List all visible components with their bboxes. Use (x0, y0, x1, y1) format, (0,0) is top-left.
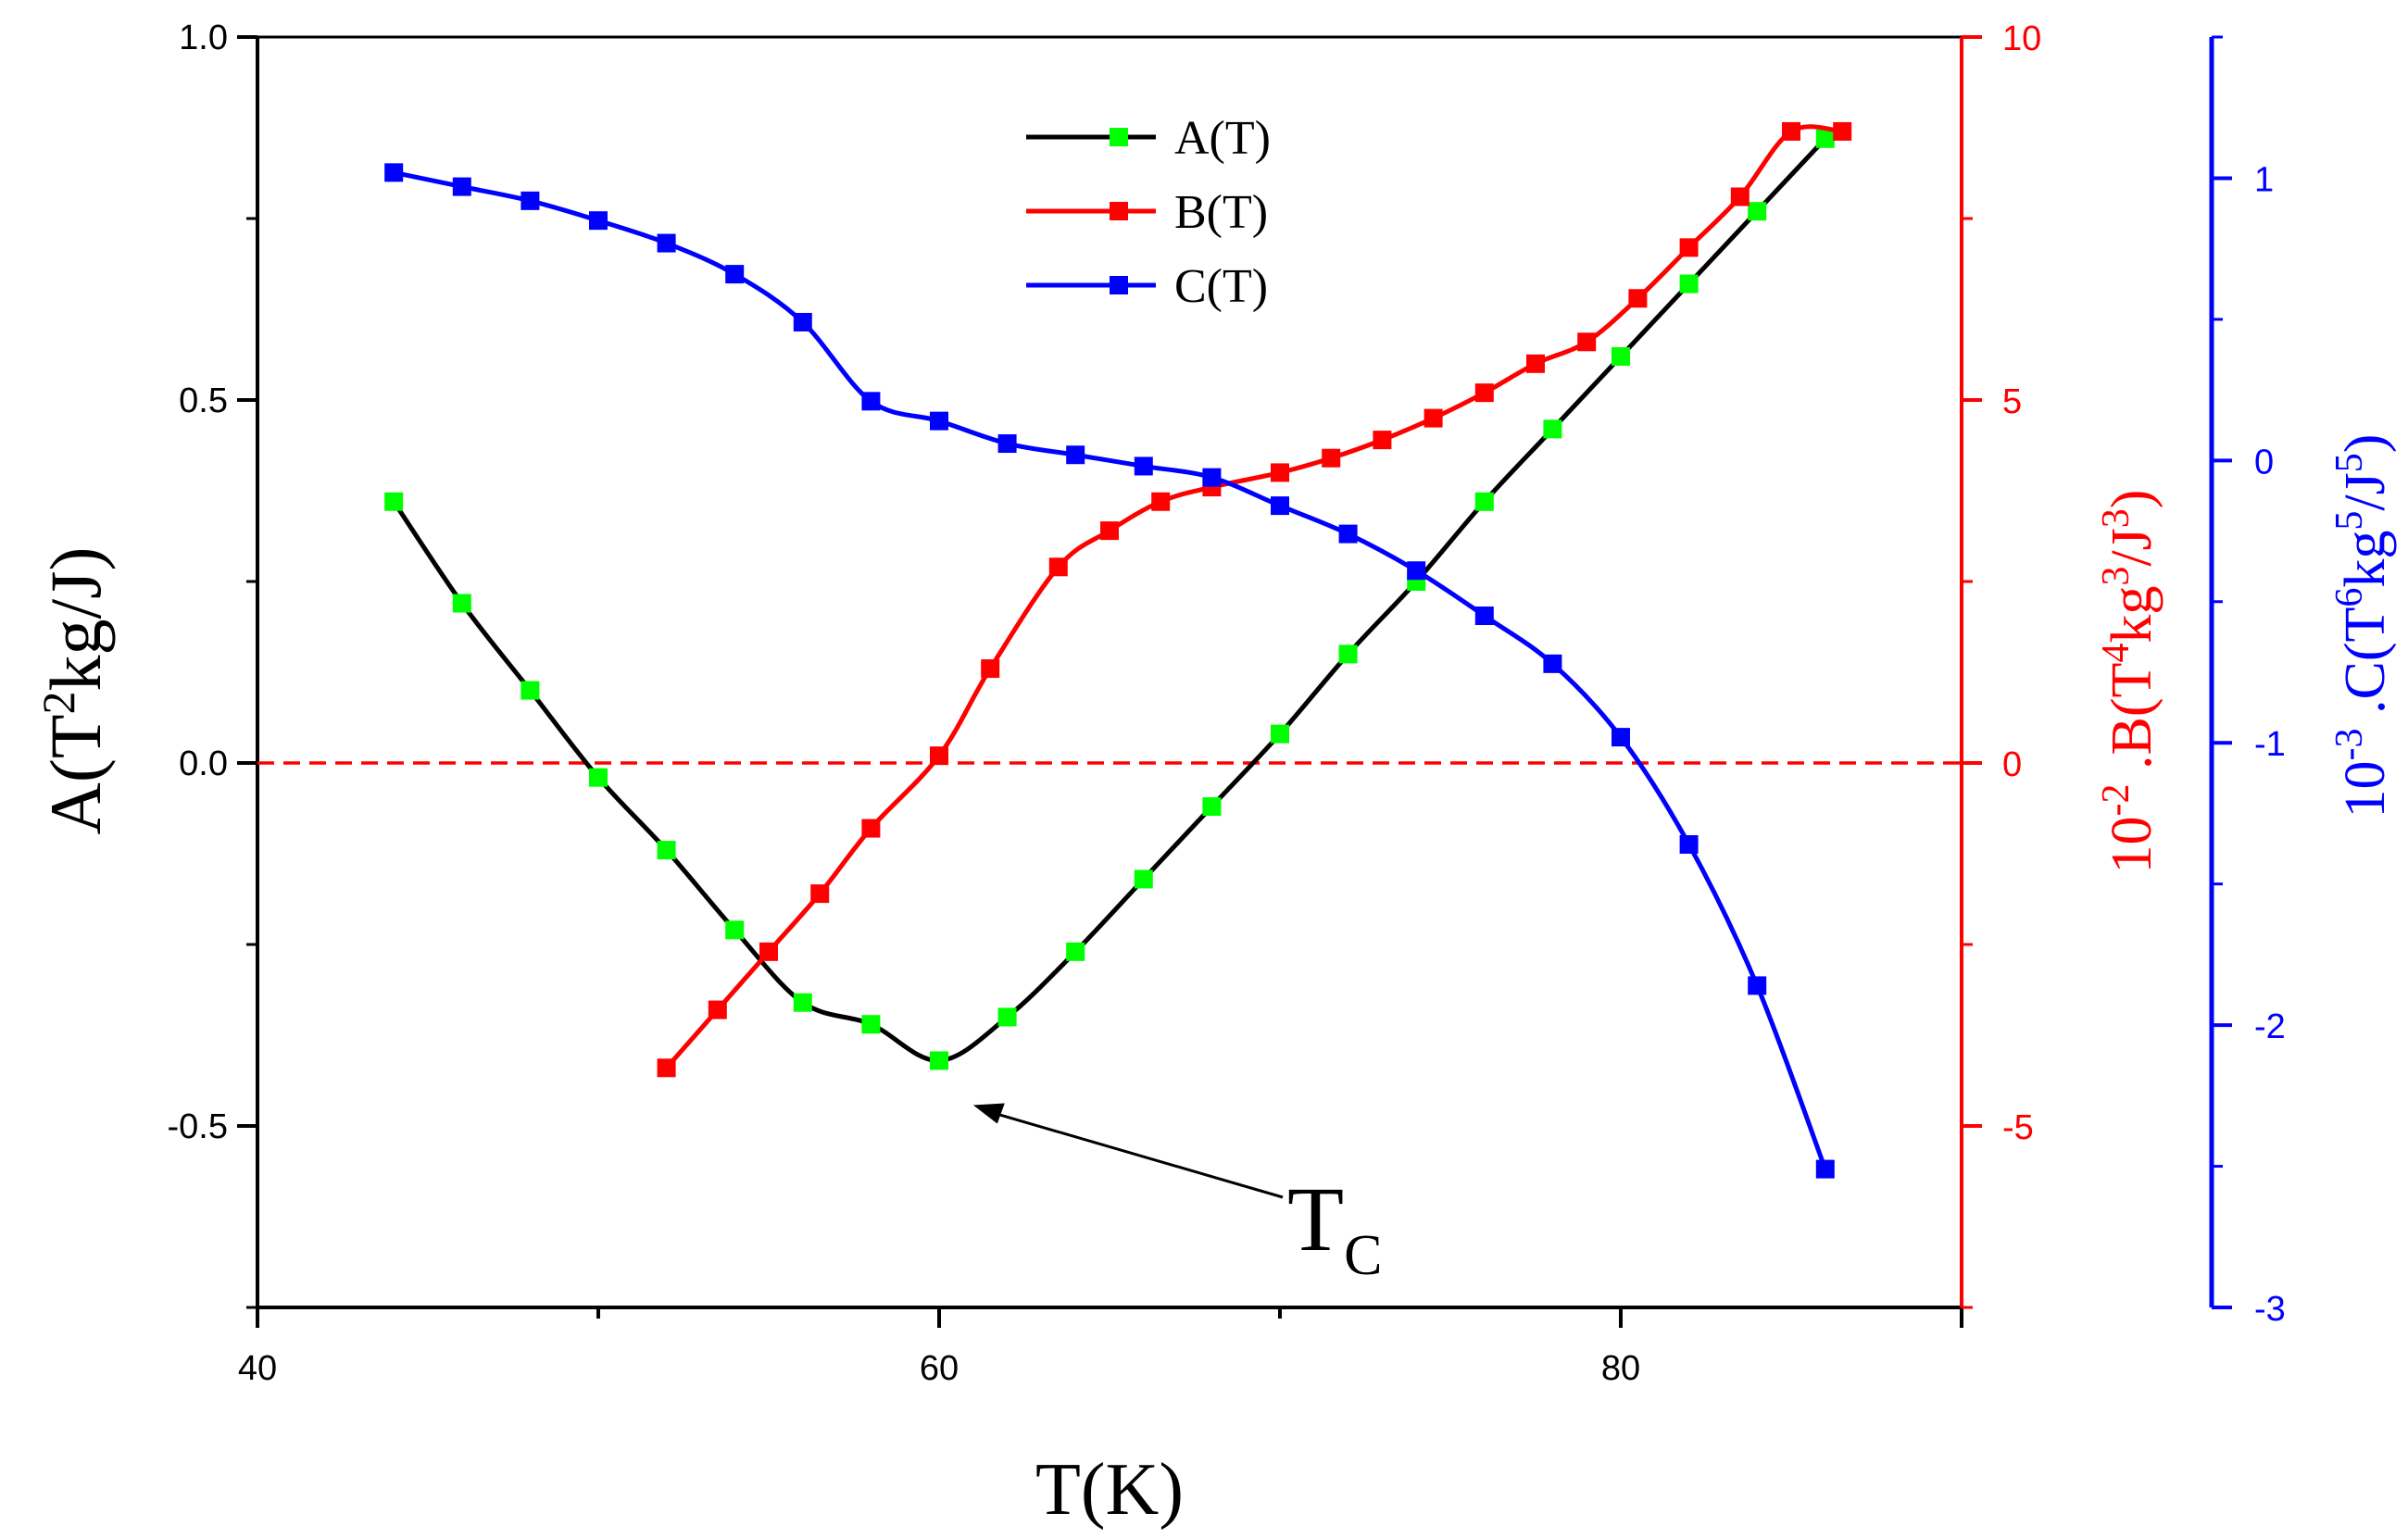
data-point-ct (1134, 456, 1153, 476)
data-point-at (520, 681, 540, 700)
right-red-tick-label: -5 (2002, 1108, 2034, 1147)
right-blue-tick-label: 0 (2254, 443, 2274, 481)
data-point-ct (793, 312, 812, 331)
right-blue-tick-label: -3 (2254, 1290, 2286, 1329)
right-red-tick-label: 0 (2002, 745, 2022, 784)
data-point-at (1202, 797, 1222, 817)
data-point-ct (997, 434, 1017, 454)
data-point-bt (1048, 557, 1068, 577)
data-point-at (1271, 724, 1289, 744)
data-point-ct (861, 392, 881, 411)
data-point-ct (1748, 976, 1767, 995)
data-point-ct (1612, 728, 1630, 747)
right-blue-tick-label: -2 (2254, 1007, 2286, 1046)
x-axis-title: T(K) (1035, 1449, 1184, 1531)
data-point-ct (452, 177, 471, 196)
data-point-at (1134, 869, 1153, 889)
data-point-bt (981, 659, 1000, 679)
right-red-tick-label: 5 (2002, 382, 2022, 421)
data-point-at (1543, 419, 1562, 439)
data-point-at (1679, 274, 1699, 294)
legend-label: C(T) (1174, 260, 1268, 313)
data-point-bt (1322, 448, 1341, 468)
data-point-bt (657, 1058, 676, 1078)
data-point-bt (861, 819, 881, 838)
data-point-bt (1577, 332, 1597, 352)
data-point-ct (1202, 468, 1222, 487)
data-point-bt (1526, 354, 1545, 373)
data-point-bt (708, 1000, 727, 1019)
data-point-at (1748, 202, 1767, 221)
data-point-ct (1679, 834, 1699, 854)
annotation-arrow-line (991, 1110, 1284, 1199)
data-point-ct (1815, 1159, 1835, 1179)
data-point-at (1338, 644, 1358, 664)
legend-marker (1110, 128, 1128, 146)
series-line-at (392, 137, 1827, 1063)
data-point-at (657, 841, 676, 860)
data-point-bt (1833, 121, 1852, 141)
data-point-at (1612, 346, 1630, 366)
data-point-ct (520, 191, 540, 210)
bottom-tick-label: 40 (238, 1349, 277, 1388)
data-point-ct (1474, 606, 1494, 626)
data-point-bt (759, 942, 778, 961)
annotation-tc-label: TC (1287, 1168, 1382, 1287)
bottom-tick-label: 80 (1601, 1349, 1640, 1388)
data-point-ct (1543, 654, 1562, 673)
right-red-tick-label: 10 (2002, 19, 2041, 58)
left-axis-title: A(T2kg/J) (32, 547, 116, 835)
data-point-ct (1066, 445, 1085, 465)
right-blue-axis-title: 10-3 .C(T6kg5/J5) (2328, 434, 2397, 819)
data-point-at (1066, 942, 1085, 961)
data-point-at (793, 993, 812, 1012)
data-point-bt (930, 746, 948, 766)
left-tick-label: 0.5 (179, 381, 228, 420)
data-point-bt (1423, 408, 1443, 428)
data-point-at (384, 492, 404, 511)
data-point-ct (657, 233, 676, 253)
plot-layer: -0.50.00.51.040 60 80T(K)A(T2kg/J)-5051010… (32, 19, 2397, 1531)
data-point-bt (1730, 187, 1750, 206)
right-blue-tick-label: -1 (2254, 725, 2286, 764)
left-tick-label: -0.5 (168, 1107, 228, 1146)
data-point-at (1474, 492, 1494, 511)
left-tick-label: 0.0 (179, 744, 228, 783)
data-point-bt (1628, 289, 1648, 308)
data-point-at (930, 1051, 948, 1070)
legend-marker (1110, 202, 1128, 220)
data-point-ct (1271, 496, 1289, 516)
legend-label: A(T) (1174, 112, 1271, 165)
data-point-at (1815, 129, 1835, 148)
data-point-at (725, 920, 745, 940)
legend-label: B(T) (1174, 186, 1268, 239)
data-point-ct (1338, 524, 1358, 544)
right-red-axis-title: 10-2 .B(T4kg3/J3) (2095, 490, 2163, 874)
data-point-bt (1782, 121, 1800, 141)
data-point-ct (930, 411, 948, 431)
data-point-at (997, 1007, 1017, 1027)
annotation-arrowhead (972, 1103, 1005, 1124)
data-point-at (452, 594, 471, 613)
data-point-ct (725, 265, 745, 284)
right-blue-tick-label: 1 (2254, 160, 2274, 199)
legend-marker (1110, 276, 1128, 294)
bottom-tick-label: 60 (920, 1349, 959, 1388)
data-point-bt (1373, 431, 1392, 450)
data-point-bt (1474, 383, 1494, 403)
data-point-bt (1679, 238, 1699, 257)
data-point-bt (1100, 521, 1119, 541)
data-point-bt (1271, 463, 1289, 482)
left-tick-label: 1.0 (179, 19, 228, 57)
data-point-bt (1151, 492, 1171, 511)
data-point-ct (1407, 561, 1426, 581)
data-point-at (589, 768, 608, 787)
data-point-at (861, 1015, 881, 1034)
data-point-ct (384, 163, 404, 182)
data-point-bt (810, 884, 830, 904)
data-point-ct (589, 211, 608, 231)
